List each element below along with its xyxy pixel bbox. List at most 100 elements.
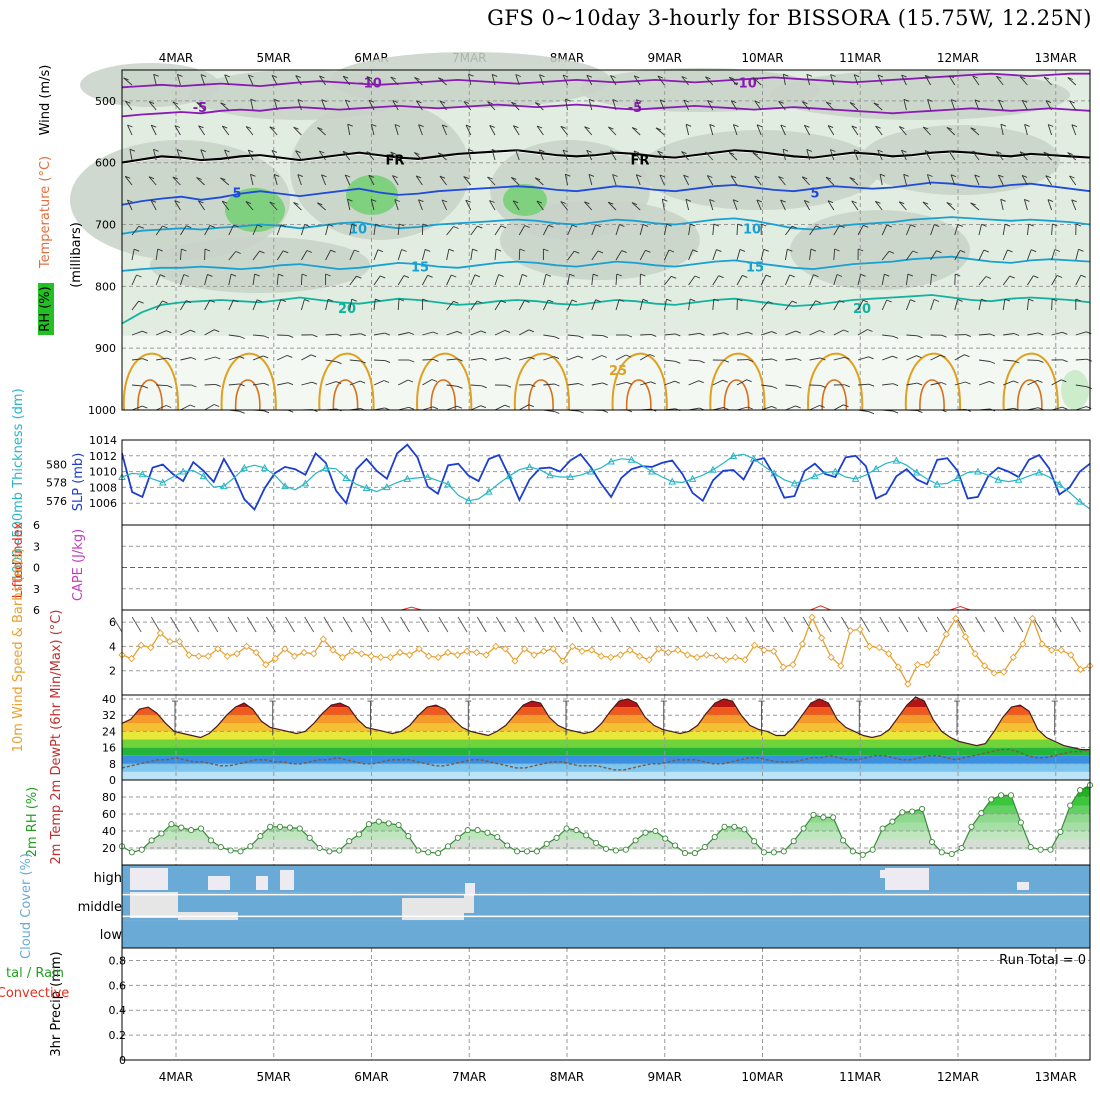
- wind-barb: [543, 383, 555, 386]
- rh-marker: [197, 825, 205, 832]
- wind-barb: [422, 298, 428, 302]
- wind-barb: [1019, 151, 1026, 155]
- wind-barb: [542, 224, 549, 236]
- wind-barb: [317, 202, 323, 206]
- wind-barb: [427, 274, 433, 278]
- wind-barb: [422, 223, 428, 227]
- wind-barb: [441, 199, 448, 211]
- wind-barb: [584, 126, 590, 130]
- wind-barb: [214, 329, 220, 333]
- isotherm-line: [821, 379, 848, 411]
- wind-barb: [917, 616, 928, 633]
- wind-barb: [347, 198, 353, 202]
- wind-barb: [131, 330, 143, 336]
- rh-marker: [958, 844, 965, 852]
- wind-barb: [685, 124, 690, 136]
- wind-barb: [784, 249, 788, 261]
- wind-barb: [948, 75, 955, 79]
- cloud-bar-high: [1011, 865, 1023, 893]
- wind-barb: [709, 199, 715, 202]
- wind-barb: [780, 124, 786, 136]
- wind-barb: [1062, 331, 1068, 335]
- cloud-bar-low: [914, 920, 925, 948]
- wind-barb: [439, 100, 447, 111]
- cloud-bar-middle: [219, 892, 231, 921]
- wind-barb: [432, 406, 439, 410]
- wind-barb: [830, 74, 835, 86]
- cloud-bar-low: [708, 920, 720, 948]
- wind-barb: [325, 224, 329, 236]
- wind-barb: [301, 354, 312, 361]
- rh-marker: [464, 827, 471, 834]
- wind-barb: [228, 224, 235, 236]
- wind-barb: [418, 124, 423, 136]
- wind-barb: [269, 126, 278, 136]
- wind-barb: [844, 384, 850, 388]
- wind-barb: [397, 298, 400, 311]
- cloud-bar-low: [493, 920, 504, 948]
- cloud-bar-middle: [650, 892, 661, 921]
- wind-barb: [780, 199, 786, 211]
- wind-barb: [1038, 407, 1044, 411]
- wind-barb: [905, 224, 911, 236]
- cloud-bar-high: [679, 865, 690, 893]
- cloud-bar-middle: [1080, 892, 1091, 921]
- panel-frame: [121, 69, 1091, 411]
- wind-barb: [176, 74, 181, 86]
- wind-barb: [736, 379, 747, 386]
- wind-barb: [112, 616, 123, 633]
- wind-barb: [849, 177, 855, 181]
- wind-barb: [739, 248, 746, 252]
- wind-marker: [894, 663, 902, 671]
- wind-barb: [924, 75, 931, 86]
- wind-barb: [645, 249, 651, 253]
- wind-barb: [760, 301, 769, 311]
- rh-marker: [316, 844, 323, 852]
- wind-barb: [174, 200, 180, 204]
- wind-barb: [688, 275, 696, 286]
- rh-marker: [444, 843, 452, 850]
- wind-barb: [276, 224, 282, 236]
- wind-barb: [588, 174, 593, 186]
- rh-marker: [662, 835, 669, 842]
- cloud-bar-middle: [366, 892, 377, 921]
- wind-barb: [487, 176, 496, 186]
- isotherm-label: 10: [743, 222, 761, 237]
- wind-barb: [1038, 332, 1044, 336]
- cloud-bar-middle: [679, 892, 690, 921]
- rh-marker: [1057, 828, 1064, 835]
- wind-barb: [642, 298, 649, 302]
- wind-marker: [655, 645, 663, 653]
- wind-barb: [414, 152, 423, 161]
- wind-barb: [190, 329, 196, 333]
- wind-barb: [926, 174, 932, 186]
- wind-barb: [542, 274, 547, 286]
- wind-barb: [910, 299, 916, 303]
- cloud-bar-middle: [777, 892, 788, 921]
- wind-barb: [131, 226, 140, 236]
- wind-barb: [228, 251, 237, 261]
- rh-marker: [760, 849, 768, 856]
- wind-barb: [180, 329, 191, 336]
- cloud-bar-low: [522, 920, 534, 948]
- thickness-marker: [158, 478, 167, 486]
- wind-barb: [936, 616, 947, 633]
- wind-barb: [851, 125, 859, 136]
- wind-barb: [554, 383, 560, 387]
- cloud-bar-middle: [620, 892, 632, 921]
- cloud-bar-high: [689, 865, 700, 893]
- wind-barb: [867, 329, 873, 332]
- cloud-bar-middle: [503, 892, 514, 921]
- wind-barb: [1037, 379, 1043, 383]
- wind-barb: [336, 361, 342, 365]
- wind-barb: [978, 299, 982, 311]
- wind-barb: [418, 124, 424, 128]
- cloud-bar-low: [757, 920, 768, 948]
- wind-barb: [528, 404, 534, 408]
- wind-marker: [942, 630, 950, 638]
- rh-marker: [336, 847, 343, 854]
- wind-barb: [446, 226, 454, 236]
- wind-barb: [301, 381, 313, 386]
- rh-shading: [790, 210, 970, 290]
- wind-barb: [1051, 331, 1063, 336]
